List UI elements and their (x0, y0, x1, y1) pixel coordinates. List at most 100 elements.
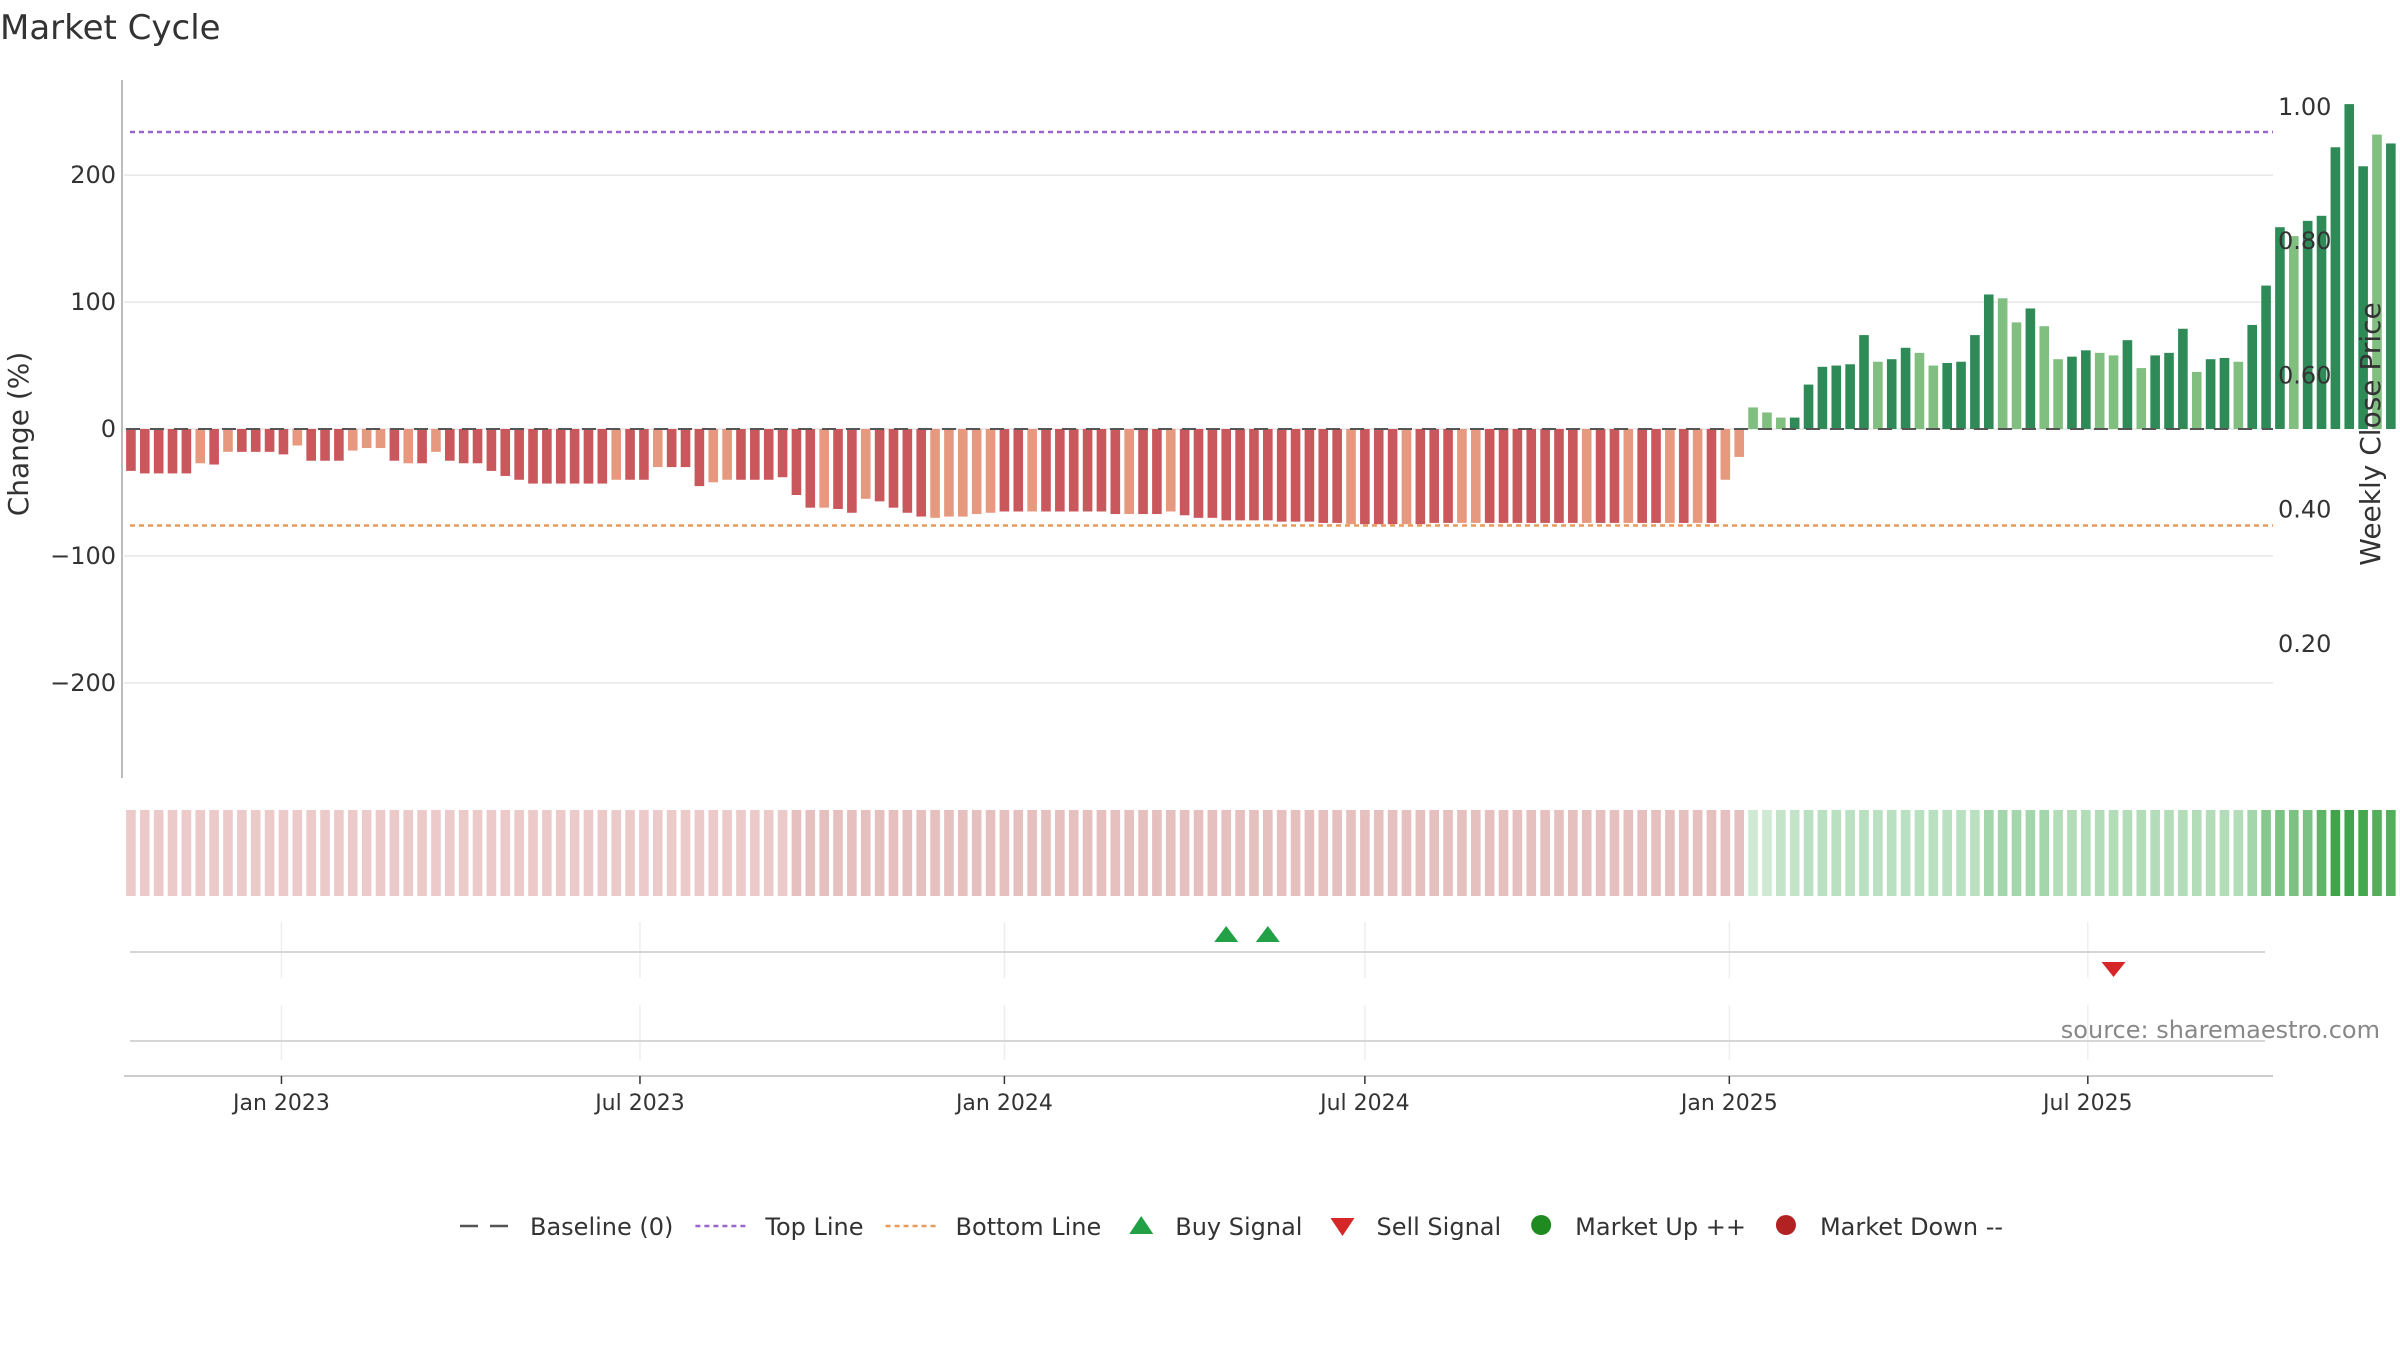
heatmap-cell (2164, 810, 2174, 896)
y-left-axis-title: Change (%) (2, 352, 35, 517)
bar (695, 429, 705, 486)
heatmap-cell (1443, 810, 1453, 896)
sell-signal-marker (2102, 962, 2126, 977)
bar (251, 429, 261, 452)
bar (930, 429, 940, 518)
heatmap-cell (528, 810, 538, 896)
bar (1180, 429, 1190, 515)
y-right-axis-title: Weekly Close Price (2354, 302, 2387, 565)
bar (2261, 286, 2271, 429)
heatmap-cell (2192, 810, 2202, 896)
heatmap-cell (1998, 810, 2008, 896)
bar (2026, 308, 2036, 429)
bar (1416, 429, 1426, 524)
heatmap-cell (1984, 810, 1994, 896)
heatmap-cell (847, 810, 857, 896)
bar (1138, 429, 1148, 514)
bar (792, 429, 802, 495)
heatmap-cell (1346, 810, 1356, 896)
heatmap-cell (514, 810, 524, 896)
bar (1831, 366, 1841, 429)
heatmap-cell (1429, 810, 1439, 896)
legend-swatch (1129, 1216, 1153, 1234)
bar (847, 429, 857, 513)
bar (1845, 364, 1855, 429)
bar (611, 429, 621, 480)
bar (2039, 326, 2049, 429)
heatmap-cell (2220, 810, 2230, 896)
heatmap-cell (1540, 810, 1550, 896)
heatmap-cell (1915, 810, 1925, 896)
bar (1818, 367, 1828, 429)
heatmap-strip (126, 810, 2400, 896)
bar (916, 429, 926, 517)
bar (2164, 353, 2174, 429)
heatmap-cell (805, 810, 815, 896)
bar (431, 429, 441, 452)
heatmap-cell (1499, 810, 1509, 896)
heatmap-cell (1360, 810, 1370, 896)
y-left-tick-label: −200 (50, 669, 116, 697)
bar (1499, 429, 1509, 523)
bar (1790, 418, 1800, 429)
bar (1582, 429, 1592, 523)
heatmap-cell (1610, 810, 1620, 896)
bar (473, 429, 483, 463)
x-tick-label: Jul 2023 (593, 1091, 685, 1116)
heatmap-cell (764, 810, 774, 896)
heatmap-cell (1901, 810, 1911, 896)
heatmap-cell (986, 810, 996, 896)
bar (1443, 429, 1453, 523)
bar (1402, 429, 1412, 524)
bar (889, 429, 899, 508)
heatmap-cell (2178, 810, 2188, 896)
heatmap-cell (2053, 810, 2063, 896)
bar (1388, 429, 1398, 524)
legend-label: Market Down -- (1820, 1213, 2003, 1241)
bar (1360, 429, 1370, 524)
bar (1970, 335, 1980, 429)
bar (1915, 353, 1925, 429)
heatmap-cell (1956, 810, 1966, 896)
heatmap-cell (819, 810, 829, 896)
bar (819, 429, 829, 508)
bar (2344, 104, 2354, 429)
y-left-tick-label: −100 (50, 542, 116, 570)
heatmap-cell (570, 810, 580, 896)
heatmap-cell (1027, 810, 1037, 896)
bar (1901, 348, 1911, 429)
legend-label: Baseline (0) (530, 1213, 673, 1241)
bar (1346, 429, 1356, 524)
heatmap-cell (833, 810, 843, 896)
heatmap-cell (2067, 810, 2077, 896)
bar (2220, 358, 2230, 429)
bar (2123, 340, 2133, 429)
heatmap-cell (639, 810, 649, 896)
heatmap-cell (1513, 810, 1523, 896)
annotations-layer: source: sharemaestro.com (2061, 1016, 2380, 1044)
bar (126, 429, 136, 471)
heatmap-cell (2289, 810, 2299, 896)
heatmap-cell (667, 810, 677, 896)
heatmap-cell (2206, 810, 2216, 896)
bar (1707, 429, 1717, 523)
heatmap-cell (473, 810, 483, 896)
y-right-tick-label: 0.40 (2278, 496, 2331, 524)
bar (1318, 429, 1328, 523)
heatmap-cell (1790, 810, 1800, 896)
bar (1429, 429, 1439, 523)
bar (653, 429, 663, 467)
bar (570, 429, 580, 484)
bar (1000, 429, 1010, 511)
bar (2012, 322, 2022, 429)
heatmap-cell (1208, 810, 1218, 896)
heatmap-cell (1679, 810, 1689, 896)
x-tick-label: Jan 2024 (954, 1091, 1053, 1116)
heatmap-cell (223, 810, 233, 896)
heatmap-cell (306, 810, 316, 896)
source-annotation: source: sharemaestro.com (2061, 1016, 2380, 1044)
heatmap-cell (195, 810, 205, 896)
y-left-tick-label: 0 (101, 415, 116, 443)
x-tick-label: Jan 2025 (1679, 1091, 1778, 1116)
